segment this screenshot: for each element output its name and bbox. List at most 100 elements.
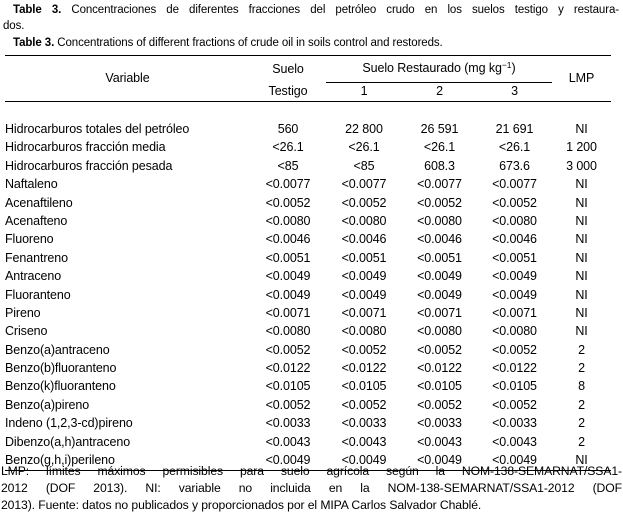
row-variable-label: Fenantreno	[5, 250, 68, 265]
cell-r1: <0.0033	[341, 416, 387, 431]
cell-r2: 26 591	[420, 122, 459, 137]
cell-r2: <0.0071	[417, 305, 462, 320]
header-variable: Variable	[5, 55, 250, 102]
cell-lmp: 2	[578, 397, 585, 412]
table-row: Dibenzo(a,h)antraceno <0.0043 <0.0043 <0.00…	[5, 433, 611, 451]
caption-en-label: Table 3.	[13, 36, 55, 49]
header-suelo-restaurado: Suelo Restaurado (mg kg−1)	[326, 55, 552, 83]
row-variable-label: Hidrocarburos totales del petróleo	[5, 122, 190, 137]
cell-r2: <0.0046	[417, 232, 462, 247]
cell-r3: <0.0033	[492, 416, 537, 431]
cell-r1: <0.0122	[341, 361, 387, 376]
table-body: Hidrocarburos totales del petróleo 560 22 …	[5, 102, 611, 471]
cell-lmp: NI	[575, 269, 588, 284]
cell-r2: <0.0052	[417, 342, 462, 357]
footnote-line: 2013). Fuente: datos no publicados y pro…	[1, 498, 482, 512]
row-variable-label: Fluoreno	[5, 232, 54, 247]
cell-r2: <26.1	[423, 140, 456, 155]
cell-r2: <0.0049	[417, 287, 462, 302]
cell-lmp: 2	[578, 342, 585, 357]
cell-testigo: <0.0105	[265, 379, 311, 394]
table-footnote: LMP: límites máximos permisibles para su…	[1, 463, 622, 514]
cell-testigo: <0.0043	[265, 434, 311, 449]
cell-r2: <0.0122	[417, 361, 462, 376]
cell-testigo: <0.0080	[265, 213, 311, 228]
cell-r3: <0.0052	[492, 342, 537, 357]
cell-lmp: 2	[578, 416, 585, 431]
cell-r1: <0.0049	[341, 287, 387, 302]
cell-r3: <0.0049	[492, 287, 537, 302]
cell-lmp: 2	[578, 434, 585, 449]
header-subcol-3: 3	[477, 82, 552, 102]
row-variable-label: Hidrocarburos fracción pesada	[5, 158, 173, 173]
spacer-row	[5, 102, 611, 121]
table-header: Variable Suelo Suelo Restaurado (mg kg−1…	[5, 55, 611, 102]
cell-testigo: <0.0052	[265, 342, 311, 357]
cell-lmp: NI	[575, 287, 588, 302]
cell-r3: <0.0071	[492, 305, 537, 320]
table-caption: Table 3. Concentraciones de diferentes f…	[3, 2, 619, 51]
cell-r1: <26.1	[348, 140, 380, 155]
cell-testigo: <0.0049	[265, 453, 311, 468]
footnote-line: LMP: límites máximos permisibles para su…	[1, 464, 622, 478]
table-row: Benzo(a)antraceno <0.0052 <0.0052 <0.0052 <0…	[5, 341, 611, 359]
row-variable-label: Indeno (1,2,3-cd)pireno	[5, 416, 133, 431]
cell-lmp: 1 200	[566, 140, 597, 155]
caption-en-line: Table 3. Concentrations of different fra…	[3, 35, 619, 51]
cell-testigo: <0.0052	[265, 195, 311, 210]
caption-en-text: Concentrations of different fractions of…	[57, 36, 443, 49]
header-restaurado-suffix: )	[511, 61, 516, 76]
cell-r3: <0.0051	[492, 250, 537, 265]
cell-lmp: NI	[575, 177, 588, 192]
cell-r1: <0.0052	[341, 342, 387, 357]
cell-lmp: 2	[578, 361, 585, 376]
cell-r1: 22 800	[345, 122, 383, 137]
cell-r1: <0.0052	[341, 195, 387, 210]
cell-r2: <0.0080	[417, 324, 462, 339]
cell-r3: <0.0122	[492, 361, 537, 376]
caption-es-line2: dos.	[3, 20, 25, 33]
table-row: Benzo(g,h,i)perileno <0.0049 <0.0049 <0.004…	[5, 451, 611, 470]
cell-r3: <0.0077	[492, 177, 537, 192]
footnote-line: 2012 (DOF 2013). NI: variable no incluid…	[1, 481, 622, 495]
cell-r2: <0.0049	[417, 269, 462, 284]
table-row: Benzo(b)fluoranteno <0.0122 <0.0122 <0.0122…	[5, 359, 611, 377]
table-row: Fluoreno <0.0046 <0.0046 <0.0046 <0.0046 NI	[5, 231, 611, 249]
header-restaurado-exponent: −1	[501, 60, 512, 71]
table-row: Fenantreno <0.0051 <0.0051 <0.0051 <0.0051 NI	[5, 249, 611, 267]
cell-testigo: <0.0077	[265, 177, 311, 192]
table-row: Hidrocarburos fracción media <26.1 <26.1 <2…	[5, 139, 611, 157]
cell-testigo: <0.0080	[265, 324, 311, 339]
row-variable-label: Fluoranteno	[5, 287, 71, 302]
cell-testigo: <0.0046	[265, 232, 311, 247]
row-variable-label: Benzo(a)antraceno	[5, 342, 110, 357]
cell-testigo: 560	[277, 122, 299, 137]
header-restaurado-prefix: Suelo Restaurado (mg kg	[362, 61, 502, 76]
table-row: Acenafteno <0.0080 <0.0080 <0.0080 <0.0080 NI	[5, 212, 611, 230]
row-variable-label: Benzo(g,h,i)perileno	[5, 453, 115, 468]
cell-r2: <0.0052	[417, 397, 462, 412]
cell-r2: <0.0049	[417, 453, 462, 468]
cell-r1: <0.0080	[341, 324, 387, 339]
row-variable-label: Antraceno	[5, 269, 62, 284]
row-variable-label: Acenaftileno	[5, 195, 73, 210]
cell-r1: <0.0046	[341, 232, 387, 247]
cell-lmp: NI	[575, 213, 588, 228]
cell-r3: 21 691	[495, 122, 534, 137]
row-variable-label: Acenafteno	[5, 213, 68, 228]
table-row: Criseno <0.0080 <0.0080 <0.0080 <0.0080 NI	[5, 323, 611, 341]
header-suelo-testigo-line1: Suelo	[272, 61, 304, 76]
cell-testigo: <0.0033	[265, 416, 311, 431]
cell-r1: <0.0071	[341, 305, 387, 320]
cell-testigo: <0.0049	[265, 287, 311, 302]
cell-testigo: <0.0122	[265, 361, 311, 376]
table-row: Fluoranteno <0.0049 <0.0049 <0.0049 <0.0049 N…	[5, 286, 611, 304]
cell-r2: <0.0105	[417, 379, 462, 394]
table-row: Benzo(k)fluoranteno <0.0105 <0.0105 <0.0105…	[5, 378, 611, 396]
table-row: Acenaftileno <0.0052 <0.0052 <0.0052 <0.0052…	[5, 194, 611, 212]
row-variable-label: Pireno	[5, 305, 41, 320]
table-row: Hidrocarburos totales del petróleo 560 22 …	[5, 120, 611, 138]
row-variable-label: Benzo(a)pireno	[5, 397, 90, 412]
cell-lmp: NI	[575, 232, 588, 247]
table-row: Antraceno <0.0049 <0.0049 <0.0049 <0.0049 NI	[5, 268, 611, 286]
